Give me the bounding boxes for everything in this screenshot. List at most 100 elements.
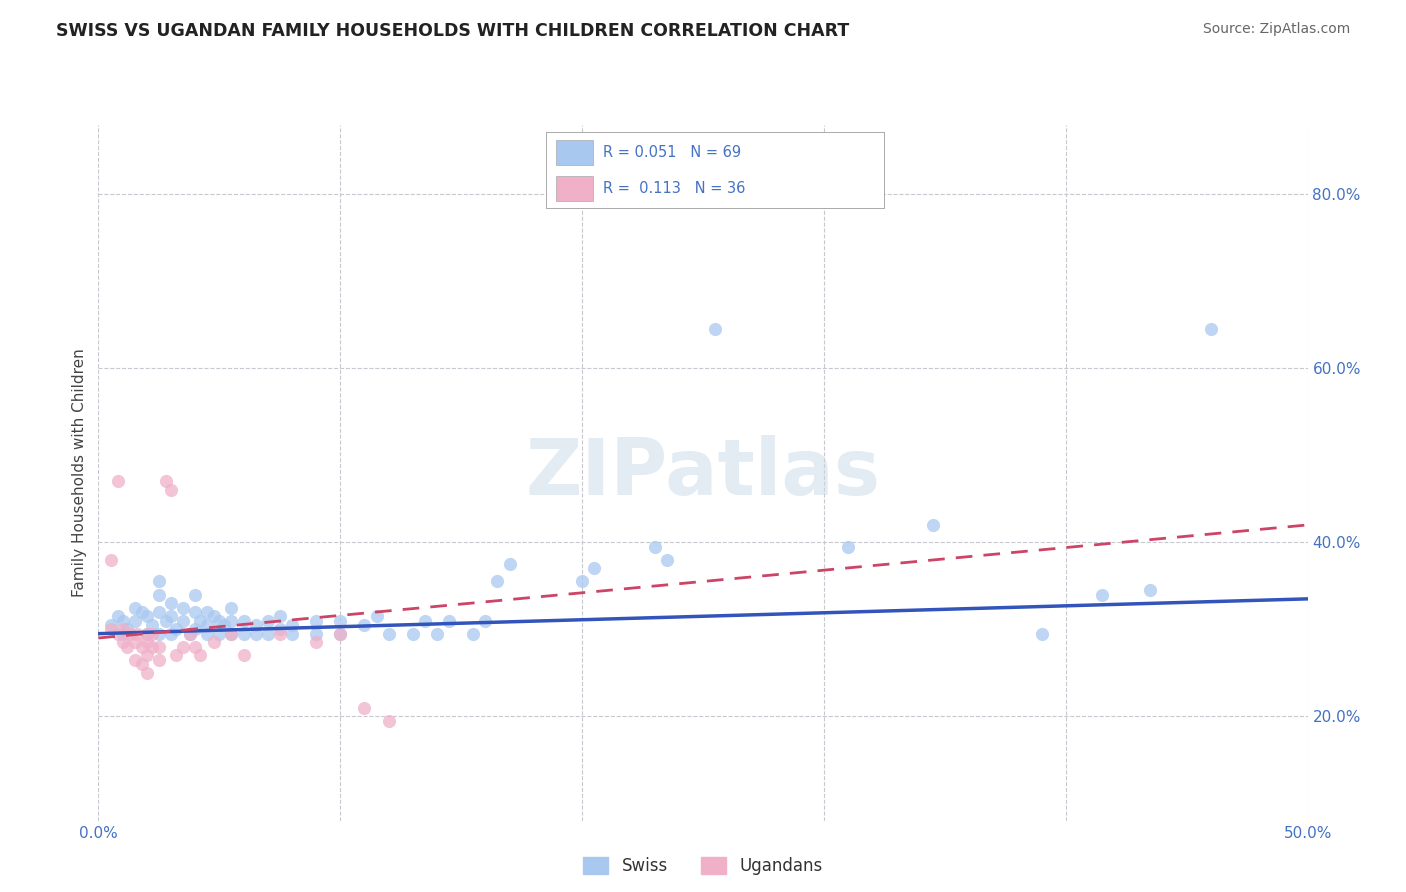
Point [486,574,509,589]
Point [148,626,170,640]
Text: SWISS VS UGANDAN FAMILY HOUSEHOLDS WITH CHILDREN CORRELATION CHART: SWISS VS UGANDAN FAMILY HOUSEHOLDS WITH … [56,22,849,40]
Point [124,614,146,628]
Point [305,635,328,649]
Point [148,574,170,589]
Point [188,648,211,663]
Point [269,609,291,624]
Point [195,618,218,632]
Point [100,618,122,632]
Point [184,623,207,637]
Point [131,640,153,654]
Text: Source: ZipAtlas.com: Source: ZipAtlas.com [1202,22,1350,37]
Point [366,609,388,624]
Point [644,540,666,554]
Point [184,587,207,601]
Point [135,635,157,649]
Point [256,626,278,640]
Point [281,626,304,640]
Point [921,517,943,532]
Text: ZIPatlas: ZIPatlas [526,434,880,511]
Point [135,609,157,624]
Point [111,614,134,628]
Point [148,653,170,667]
Point [474,614,496,628]
Point [141,640,163,654]
Point [329,626,352,640]
Point [1091,587,1114,601]
Point [148,605,170,619]
Point [135,626,157,640]
Point [208,614,231,628]
Point [118,626,141,640]
Point [127,626,149,640]
Y-axis label: Family Households with Children: Family Households with Children [72,349,87,597]
Point [124,600,146,615]
Point [329,626,352,640]
Point [172,614,194,628]
Point [245,618,267,632]
Point [195,605,218,619]
Point [117,623,139,637]
Point [212,618,235,632]
Point [160,483,183,498]
Point [111,626,134,640]
Point [195,626,218,640]
Legend: Swiss, Ugandans: Swiss, Ugandans [576,850,830,882]
Point [571,574,593,589]
Point [232,626,254,640]
Point [353,618,375,632]
Point [437,614,460,628]
Point [413,614,436,628]
Point [135,648,157,663]
Point [1199,322,1222,336]
Point [124,635,146,649]
Point [107,609,129,624]
Point [148,640,170,654]
Point [232,614,254,628]
Point [141,618,163,632]
Point [281,618,304,632]
Point [141,626,163,640]
Point [135,665,157,680]
Point [377,626,399,640]
Point [583,561,606,575]
Point [179,626,201,640]
Point [111,635,134,649]
Point [204,609,226,624]
Point [208,626,231,640]
Point [269,623,291,637]
Point [204,635,226,649]
Point [172,600,194,615]
Point [256,614,278,628]
Point [184,640,207,654]
Point [111,623,134,637]
Point [100,552,122,567]
Point [221,600,243,615]
Point [463,626,485,640]
Point [165,648,187,663]
Point [135,626,157,640]
Point [100,623,122,637]
Point [655,552,678,567]
Point [165,623,187,637]
Point [353,700,375,714]
Point [188,614,211,628]
Point [179,626,201,640]
Point [329,614,352,628]
Point [377,714,399,728]
Point [221,614,243,628]
Point [402,626,425,640]
Point [837,540,859,554]
Point [305,614,328,628]
Point [160,609,183,624]
Point [172,640,194,654]
Point [107,475,129,489]
Point [498,557,520,571]
Point [245,626,267,640]
Point [155,614,177,628]
Point [305,626,328,640]
Point [1139,583,1161,598]
Point [221,626,243,640]
Point [124,653,146,667]
Point [184,605,207,619]
